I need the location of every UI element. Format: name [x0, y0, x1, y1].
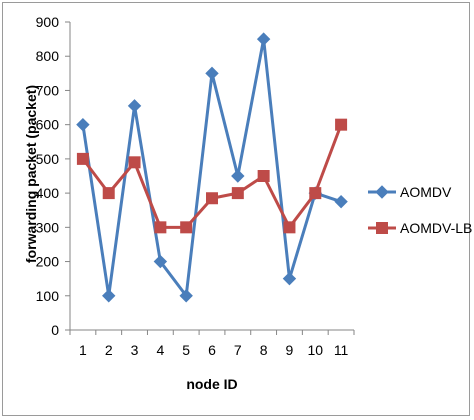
- y-tick-label: 200: [36, 254, 60, 270]
- legend-marker-aomdv: [375, 185, 389, 199]
- axes: [65, 21, 355, 335]
- data-point-aomdv-lb: [335, 118, 348, 131]
- x-tick-label: 8: [260, 342, 268, 358]
- data-point-aomdv: [256, 32, 271, 46]
- series-aomdv: [76, 32, 348, 303]
- x-tick-label: 1: [79, 342, 87, 358]
- data-point-aomdv-lb: [257, 170, 270, 182]
- x-tick-label: 7: [234, 342, 242, 358]
- legend: AOMDV AOMDV-LB: [368, 184, 472, 236]
- data-point-aomdv-lb: [231, 187, 244, 200]
- x-tick-label: 6: [208, 342, 216, 358]
- data-point-aomdv: [282, 271, 297, 286]
- legend-label-aomdv: AOMDV: [400, 184, 452, 200]
- data-point-aomdv-lb: [309, 187, 322, 200]
- x-tick-label: 2: [105, 342, 113, 358]
- x-tick-label: 3: [131, 342, 139, 358]
- series-group: [76, 32, 348, 303]
- data-point-aomdv: [76, 117, 90, 132]
- y-tick-label: 400: [36, 185, 60, 201]
- data-point-aomdv-lb: [206, 192, 218, 205]
- x-tick-label: 9: [286, 342, 294, 358]
- chart-frame: [2, 2, 470, 416]
- legend-item-aomdv-lb: AOMDV-LB: [368, 220, 472, 236]
- y-tick-label: 700: [36, 82, 60, 98]
- x-tick-labels: 1 2 3 4 5 6 7 8 9 10 11: [79, 342, 349, 358]
- data-point-aomdv: [205, 66, 219, 81]
- series-aomdv-lb: [76, 118, 348, 234]
- data-point-aomdv-lb: [128, 156, 141, 169]
- x-tick-label: 4: [156, 342, 164, 358]
- y-tick-label: 300: [36, 219, 60, 235]
- data-point-aomdv: [179, 289, 193, 303]
- y-axis-label: forwarding packet (packet): [23, 85, 39, 263]
- y-tick-labels: 0 100 200 300 400 500 600 700 800 900: [36, 14, 60, 338]
- legend-label-aomdv-lb: AOMDV-LB: [400, 220, 472, 236]
- data-point-aomdv-lb: [180, 221, 193, 234]
- x-tick-label: 10: [307, 342, 323, 358]
- legend-marker-aomdv-lb: [376, 222, 388, 234]
- legend-item-aomdv: AOMDV: [368, 184, 452, 200]
- y-tick-label: 900: [36, 14, 60, 30]
- data-point-aomdv: [102, 289, 116, 303]
- data-point-aomdv: [127, 99, 142, 113]
- data-point-aomdv: [334, 194, 348, 209]
- data-point-aomdv-lb: [102, 187, 115, 200]
- x-axis-label: node ID: [186, 376, 237, 392]
- x-tick-label: 11: [334, 342, 349, 358]
- y-tick-label: 600: [36, 117, 60, 133]
- y-tick-label: 0: [51, 322, 59, 338]
- data-point-aomdv: [153, 254, 168, 269]
- y-tick-label: 100: [36, 288, 60, 304]
- data-point-aomdv-lb: [76, 152, 89, 165]
- y-tick-label: 500: [36, 151, 60, 167]
- data-point-aomdv-lb: [154, 221, 167, 234]
- data-point-aomdv: [231, 169, 245, 183]
- y-tick-label: 800: [36, 48, 60, 64]
- x-tick-label: 5: [182, 342, 190, 358]
- data-point-aomdv-lb: [283, 221, 296, 234]
